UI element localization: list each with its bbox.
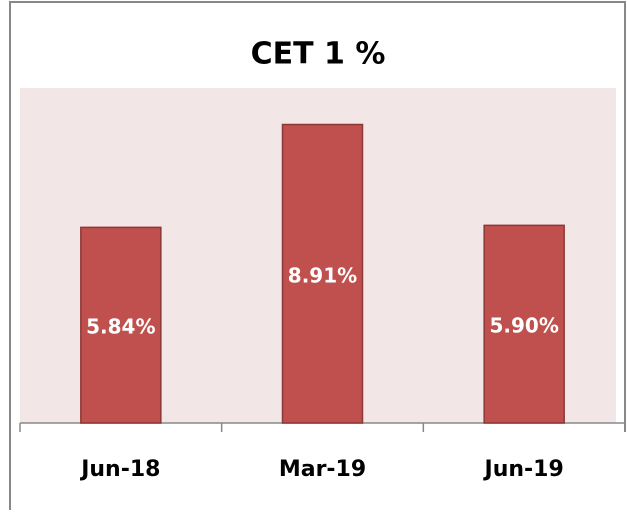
data-label: 5.84%: [86, 315, 155, 339]
chart-frame: [9, 1, 626, 510]
bar: [80, 226, 162, 424]
x-tick-label: Jun-19: [483, 457, 564, 482]
x-tick-label: Mar-19: [279, 457, 366, 482]
bar: [483, 224, 565, 424]
data-label: 8.91%: [288, 263, 357, 287]
data-label: 5.90%: [489, 314, 558, 338]
x-tick-label: Jun-18: [79, 457, 160, 482]
chart-title: CET 1 %: [251, 37, 386, 72]
bar: [281, 123, 364, 424]
